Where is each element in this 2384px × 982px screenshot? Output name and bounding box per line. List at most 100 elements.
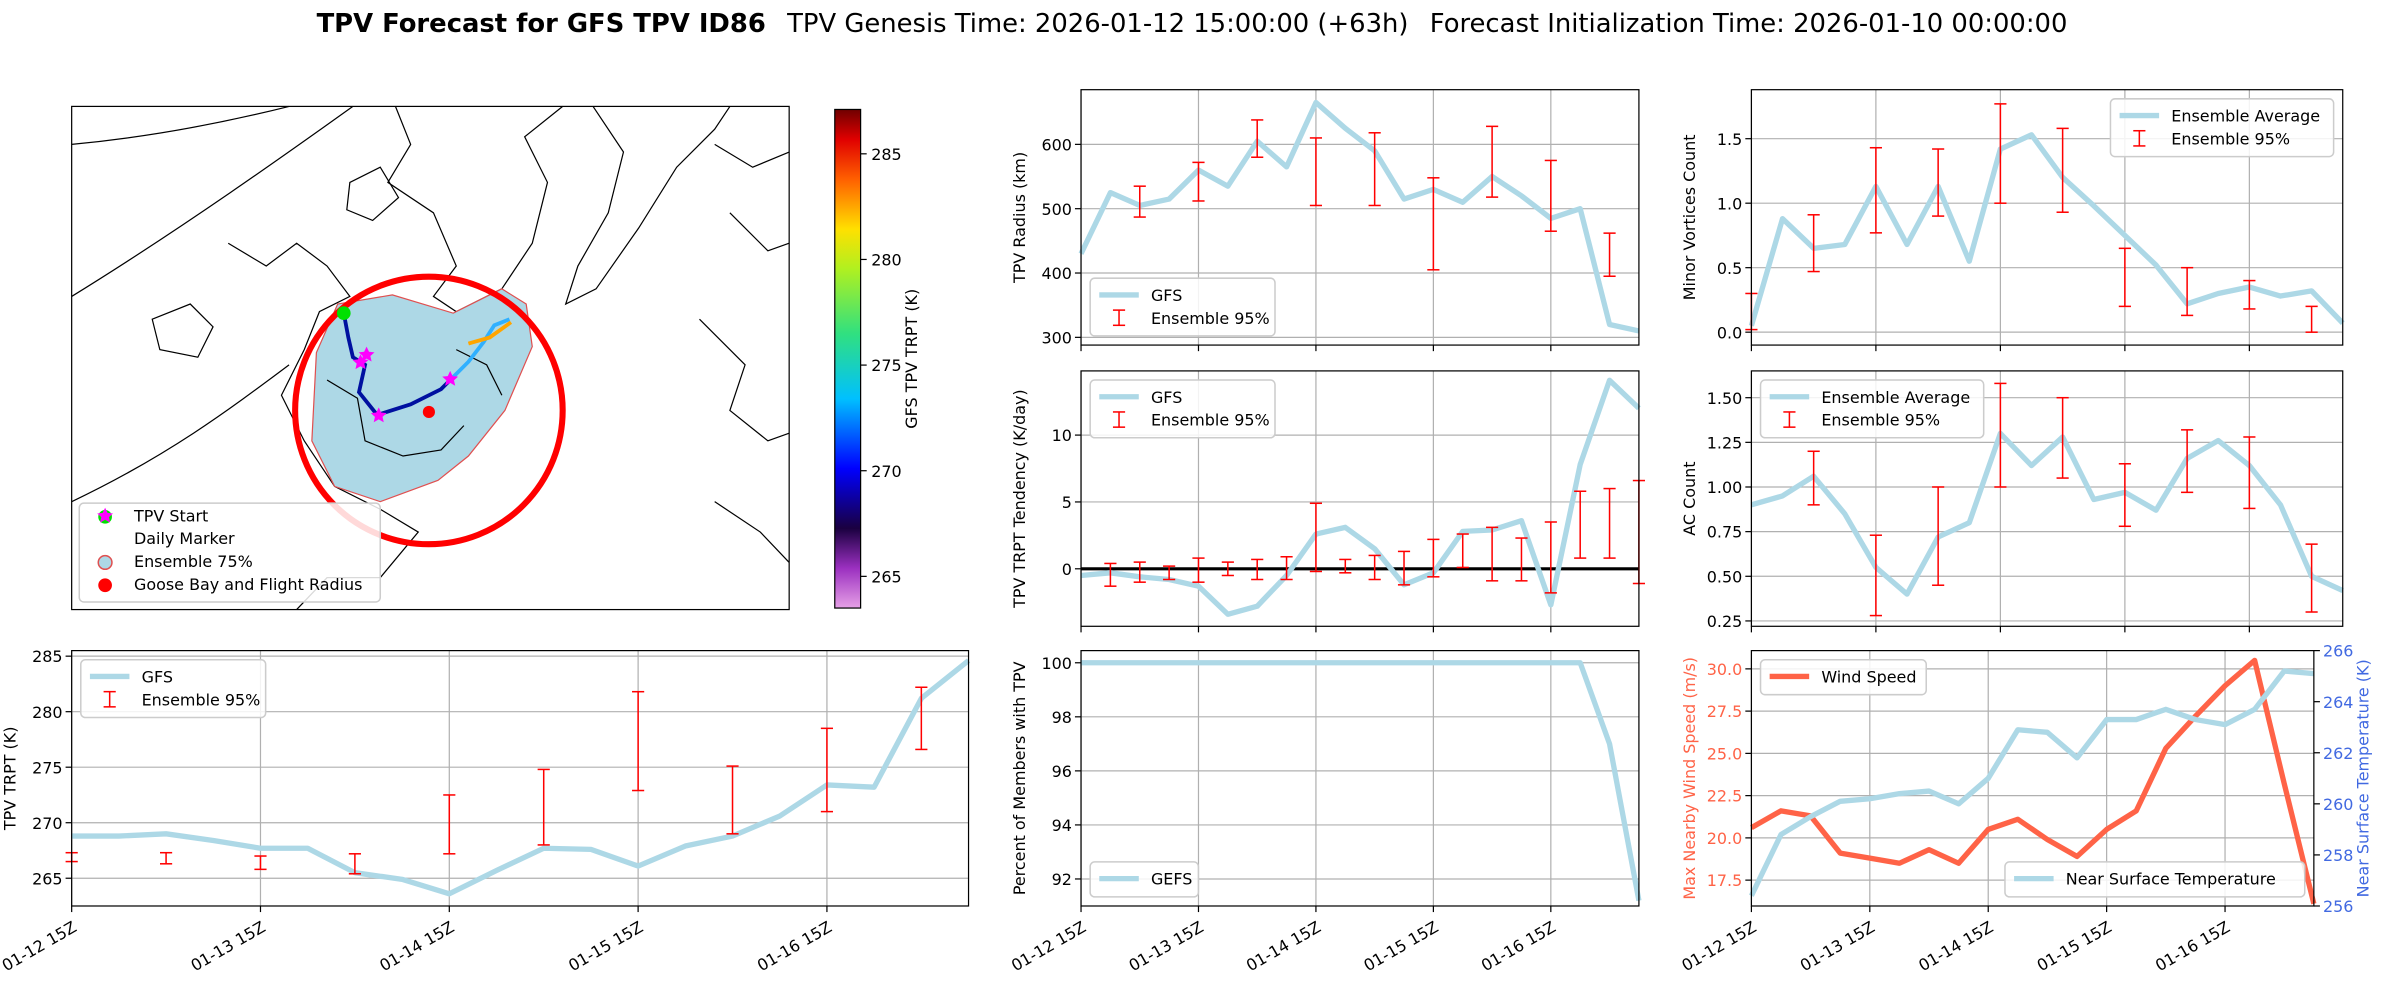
legend-label: GFS [142,668,173,687]
y-axis-label: TPV Radius (km) [1010,152,1029,284]
title-init: Forecast Initialization Time: 2026-01-10… [1430,9,2068,39]
x-tick-label: 01-12 15Z [1678,917,1759,975]
legend-label: Near Surface Temperature [2066,870,2276,889]
y2-tick-label: 260 [2323,795,2353,814]
plot-frame [1750,650,2315,907]
legend-box [1089,861,1200,898]
plot-frame [71,650,970,907]
legend-label: TPV Start [133,506,208,525]
y-tick-label: 285 [32,647,62,666]
colorbar [834,108,862,609]
y-tick-label: 0 [1062,560,1072,579]
legend-label: Ensemble 95% [1821,411,1940,430]
y2-tick-label: 258 [2323,846,2353,865]
y-tick-label: 1.0 [1717,194,1742,213]
y2-tick-label: 266 [2323,642,2353,661]
x-tick-label: 01-15 15Z [2034,917,2115,975]
y-axis-label: Max Nearby Wind Speed (m/s) [1680,657,1699,900]
x-tick-label: 01-14 15Z [1915,917,1996,975]
map-legend: TPV Start Daily Marker Ensemble 75% Goos… [78,502,382,603]
legend-label: GFS [1151,286,1182,305]
colorbar-label: GFS TPV TRPT (K) [902,289,921,429]
y-tick-label: 10 [1052,426,1072,445]
legend-box [2109,98,2335,158]
y-tick-label: 0.25 [1707,612,1743,631]
y-tick-label: 25.0 [1707,744,1743,763]
y-tick-label: 94 [1052,816,1072,835]
legend-label: Ensemble 95% [142,690,261,709]
legend-box [1759,658,1927,696]
legend: GFS Ensemble 95% [80,658,267,719]
y-axis-label: Percent of Members with TPV [1010,661,1029,895]
y-tick-label: 20.0 [1707,829,1743,848]
y-tick-label: 0.75 [1707,523,1743,542]
series-line [1081,660,1642,902]
y-axis-label: TPV TRPT Tendency (K/day) [1010,389,1029,609]
y-tick-label: 1.00 [1707,478,1743,497]
y-tick-label: 300 [1041,328,1071,347]
plot-frame [1750,89,2344,346]
y-axis-label: Minor Vortices Count [1680,135,1699,301]
y-tick-label: 0.0 [1717,323,1742,342]
legend: Ensemble Average Ensemble 95% [1759,379,1985,439]
legend-label: Ensemble Average [2171,107,2320,126]
x-tick-label: 01-12 15Z [0,917,80,975]
y-tick-label: 5 [1062,493,1072,512]
legend: GFS Ensemble 95% [1089,379,1276,439]
y-tick-label: 270 [32,814,62,833]
y-tick-label: 280 [32,703,62,722]
x-tick-label: 01-15 15Z [565,917,646,975]
legend-label: Ensemble 95% [1151,411,1270,430]
legend-label: GFS [1151,388,1182,407]
x-tick-label: 01-13 15Z [1797,917,1878,975]
series-line [1078,99,1640,334]
legend: Wind Speed [1759,658,1927,696]
y-tick-label: 0.5 [1717,259,1742,278]
legend-label: Ensemble 95% [2171,129,2290,148]
series-line [1750,430,2344,597]
x-tick-label: 01-16 15Z [754,917,835,975]
legend-label: Goose Bay and Flight Radius [134,575,363,594]
y-tick-label: 98 [1052,708,1072,727]
series-line [1750,657,2317,905]
colorbar-tick-label: 280 [871,251,901,270]
y-tick-label: 22.5 [1707,787,1743,806]
map: TPV Start Daily Marker Ensemble 75% Goos… [71,105,921,611]
legend: Ensemble Average Ensemble 95% [2109,98,2335,158]
y2-tick-label: 264 [2323,693,2353,712]
legend-label: Ensemble 95% [1151,309,1270,328]
y2-tick-label: 256 [2323,897,2353,916]
colorbar-tick-label: 285 [871,145,901,164]
legend: Near Surface Temperature [2004,861,2306,898]
y2-tick-label: 262 [2323,744,2353,763]
x-tick-label: 01-13 15Z [187,917,268,975]
x-tick-label: 01-13 15Z [1125,917,1206,975]
x-tick-label: 01-14 15Z [1243,917,1324,975]
x-tick-label: 01-16 15Z [2152,917,2233,975]
plot-frame [1080,650,1640,907]
x-tick-label: 01-15 15Z [1360,917,1441,975]
y-tick-label: 1.50 [1707,389,1743,408]
y-tick-label: 17.5 [1707,871,1743,890]
legend-label: Ensemble Average [1821,388,1970,407]
figure-title: TPV Forecast for GFS TPV ID86 TPV Genesis… [317,9,2068,39]
colorbar-tick-label: 270 [871,462,901,481]
legend: GEFS [1089,861,1200,898]
plot-frame [1080,89,1640,346]
y-tick-label: 600 [1041,135,1071,154]
legend-box [1759,379,1985,439]
y-tick-label: 92 [1052,870,1072,889]
legend-label: Daily Marker [134,529,235,548]
x-tick-label: 01-16 15Z [1478,917,1559,975]
series-line [1749,668,2315,897]
y2-axis-label: Near Surface Temperature (K) [2354,659,2373,897]
y-tick-label: 500 [1041,200,1071,219]
x-tick-label: 01-14 15Z [376,917,457,975]
y-tick-label: 1.25 [1707,433,1743,452]
title-main: TPV Forecast for GFS TPV ID86 [317,9,766,39]
legend-label: GEFS [1151,870,1192,889]
x-tick-label: 01-12 15Z [1008,917,1089,975]
y-axis-label: TPV TRPT (K) [0,727,19,832]
